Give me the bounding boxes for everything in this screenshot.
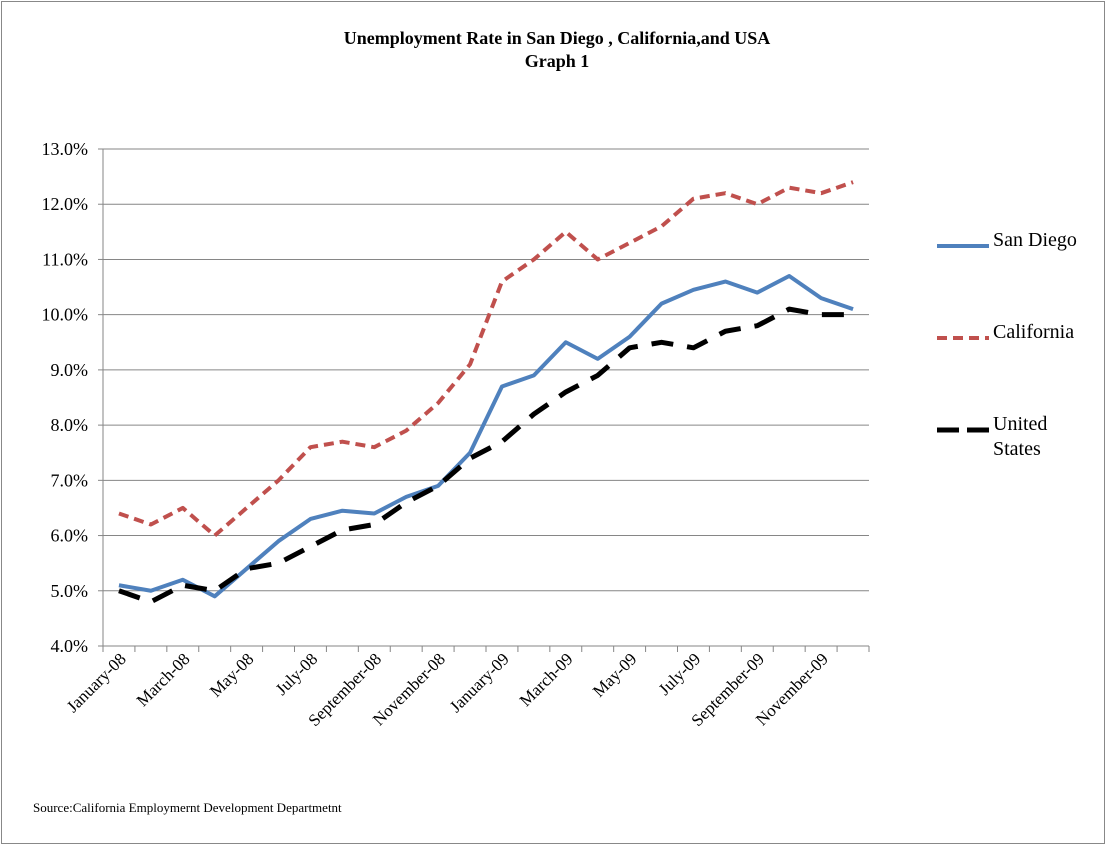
chart-title: Unemployment Rate in San Diego , Califor…	[344, 28, 771, 48]
y-tick-label: 12.0%	[42, 194, 89, 214]
legend-swatch	[937, 325, 989, 350]
y-tick-label: 8.0%	[51, 415, 89, 435]
legend-entry: United States	[937, 412, 1073, 462]
y-tick-label: 5.0%	[51, 581, 89, 601]
y-tick-label: 7.0%	[51, 470, 89, 490]
legend-swatch-icon	[937, 336, 989, 340]
legend-swatch	[937, 233, 989, 258]
y-tick-label: 6.0%	[51, 526, 89, 546]
legend-label: San Diego	[993, 229, 1077, 251]
legend-swatch-icon	[937, 244, 989, 248]
series-line	[118, 306, 854, 605]
legend-swatch	[937, 417, 989, 442]
source-note: Source:California Employmernt Developmen…	[33, 800, 342, 815]
y-tick-label: 4.0%	[51, 636, 89, 656]
legend-entry: California	[937, 320, 1107, 350]
y-tick-label: 11.0%	[42, 249, 88, 269]
legend-label: California	[993, 321, 1075, 343]
legend-swatch-icon	[937, 427, 989, 433]
series-line	[118, 180, 854, 538]
chart-subtitle: Graph 1	[525, 51, 590, 71]
series-line	[118, 274, 854, 599]
y-tick-label: 10.0%	[42, 305, 89, 325]
y-tick-label: 9.0%	[51, 360, 89, 380]
y-tick-label: 13.0%	[42, 139, 89, 159]
legend-entry: San Diego	[937, 228, 1107, 258]
legend-label: United States	[993, 413, 1048, 460]
